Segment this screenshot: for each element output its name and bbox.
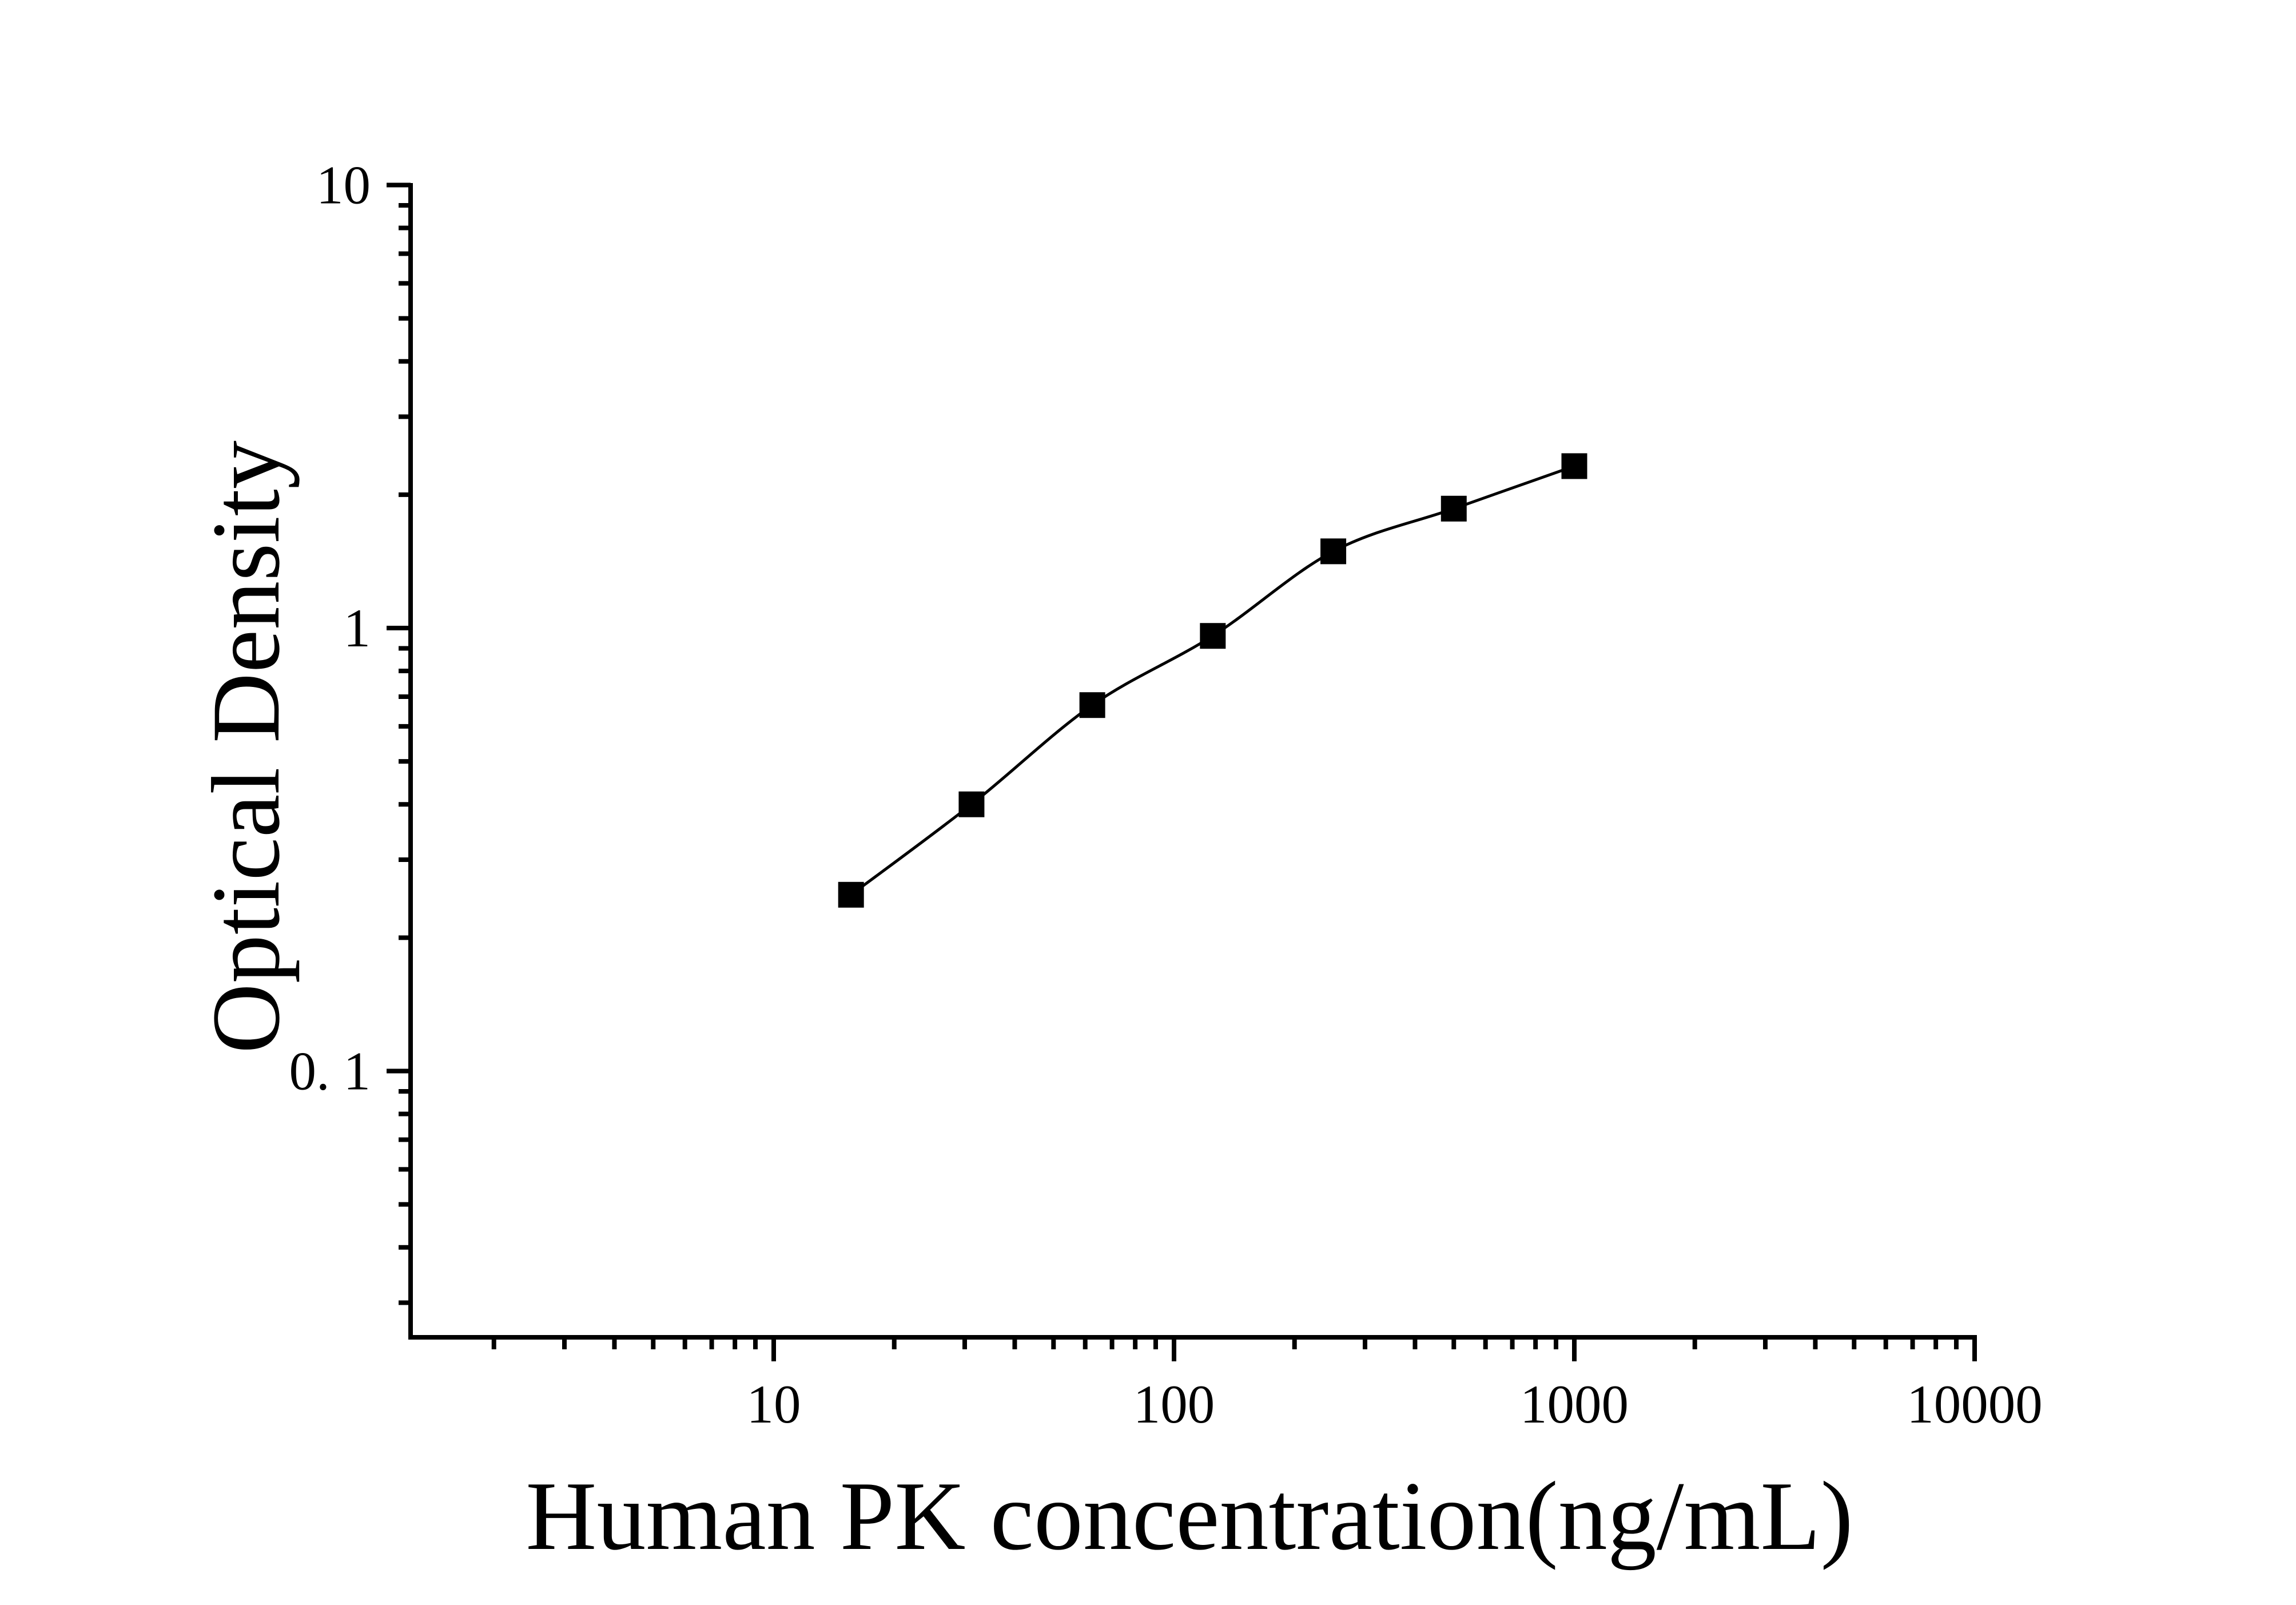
data-series [838, 453, 1587, 908]
data-point-marker [1561, 453, 1587, 479]
x-tick-label: 10000 [1907, 1374, 2043, 1435]
x-tick-label: 10 [747, 1374, 801, 1435]
data-point-marker [1200, 623, 1226, 649]
data-point-marker [1079, 692, 1105, 718]
data-point-marker [1320, 538, 1347, 565]
data-point-marker [838, 881, 864, 908]
tick-labels: 10 100 1000 10000 10 1 0. 1 [289, 155, 2043, 1435]
y-tick-label: 0. 1 [289, 1041, 371, 1102]
standard-curve-line [850, 464, 1575, 896]
x-tick-label: 1000 [1520, 1374, 1629, 1435]
data-point-marker [958, 791, 985, 817]
axes [387, 182, 1977, 1361]
data-point-marker [1441, 495, 1467, 522]
x-axis-title: Human PK concentration(ng/mL) [526, 1462, 1853, 1571]
x-tick-label: 100 [1133, 1374, 1215, 1435]
y-tick-label: 1 [344, 598, 371, 658]
y-axis-title: Optical Density [192, 440, 300, 1054]
y-tick-label: 10 [316, 155, 371, 216]
